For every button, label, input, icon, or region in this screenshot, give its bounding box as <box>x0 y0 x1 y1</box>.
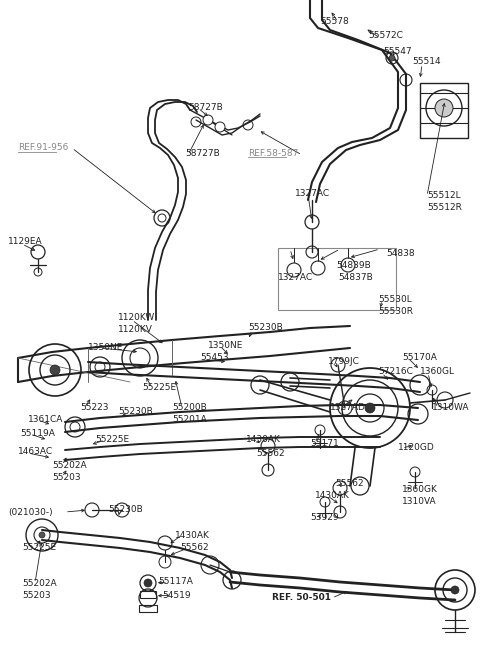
Text: 55547: 55547 <box>383 47 412 56</box>
Text: 55170A: 55170A <box>402 354 437 363</box>
Text: 55225E: 55225E <box>22 543 56 552</box>
Circle shape <box>39 532 45 538</box>
Bar <box>140 591 156 598</box>
Text: 55572C: 55572C <box>368 32 403 40</box>
Text: 1361CA: 1361CA <box>28 415 63 424</box>
Text: 1327AC: 1327AC <box>295 188 330 197</box>
Circle shape <box>435 99 453 117</box>
Bar <box>420 83 468 138</box>
Circle shape <box>365 403 375 413</box>
Text: 55203: 55203 <box>22 591 50 600</box>
Circle shape <box>203 115 213 125</box>
Text: 55117A: 55117A <box>158 578 193 587</box>
Circle shape <box>215 122 225 132</box>
Text: 1463AC: 1463AC <box>18 448 53 456</box>
Text: 1350NE: 1350NE <box>88 343 123 352</box>
Text: 55530R: 55530R <box>378 308 413 317</box>
Text: 55225E: 55225E <box>95 435 129 445</box>
Text: 55225E: 55225E <box>142 384 176 393</box>
Text: 55562: 55562 <box>335 478 364 487</box>
Text: 55530L: 55530L <box>378 295 412 304</box>
Text: REF.58-587: REF.58-587 <box>248 149 299 158</box>
Text: 1327AD: 1327AD <box>330 404 366 413</box>
Text: 1799JC: 1799JC <box>328 358 360 367</box>
Text: 1430AK: 1430AK <box>175 530 210 539</box>
Text: 1120GD: 1120GD <box>398 443 435 452</box>
Text: 53929: 53929 <box>310 513 338 522</box>
Text: 54519: 54519 <box>162 591 191 600</box>
Text: 1310VA: 1310VA <box>402 498 437 506</box>
Text: 1430AK: 1430AK <box>246 435 281 445</box>
Text: 55512R: 55512R <box>427 204 462 212</box>
Text: 1327AC: 1327AC <box>278 273 313 282</box>
Text: 55230B: 55230B <box>248 323 283 332</box>
Text: 1430AK: 1430AK <box>315 491 350 500</box>
Text: 55514: 55514 <box>412 58 441 66</box>
Text: 58727B: 58727B <box>185 149 220 158</box>
Text: 55171: 55171 <box>310 439 339 448</box>
Text: REF. 50-501: REF. 50-501 <box>272 593 331 602</box>
Text: 55201A: 55201A <box>172 415 207 424</box>
Text: 55230B: 55230B <box>118 408 153 417</box>
Text: 1360GL: 1360GL <box>420 367 455 376</box>
Text: 55578: 55578 <box>320 18 349 27</box>
Text: 1120KV: 1120KV <box>118 326 153 334</box>
Text: 54837B: 54837B <box>338 273 373 282</box>
Text: 55202A: 55202A <box>52 461 86 469</box>
Text: 55119A: 55119A <box>20 428 55 437</box>
Circle shape <box>389 55 395 61</box>
Text: 55230B: 55230B <box>108 506 143 515</box>
Circle shape <box>144 579 152 587</box>
Bar <box>278 248 396 310</box>
Text: 57216C: 57216C <box>378 367 413 376</box>
Text: 55223: 55223 <box>80 404 108 413</box>
Text: 1120KW: 1120KW <box>118 313 155 323</box>
Text: 55202A: 55202A <box>22 578 57 587</box>
Text: 1129EA: 1129EA <box>8 238 43 247</box>
Text: REF.91-956: REF.91-956 <box>18 143 68 153</box>
Text: 55562: 55562 <box>180 543 209 552</box>
Text: 55453: 55453 <box>200 354 228 363</box>
Text: 55562: 55562 <box>256 448 285 458</box>
Text: 1350NE: 1350NE <box>208 341 243 350</box>
Text: 55512L: 55512L <box>427 191 461 201</box>
Text: 55203: 55203 <box>52 472 81 482</box>
Text: 58727B: 58727B <box>188 103 223 112</box>
Text: 1360GK: 1360GK <box>402 485 438 495</box>
Text: 54838: 54838 <box>386 249 415 258</box>
Text: (021030-): (021030-) <box>8 508 53 517</box>
Text: 1310WA: 1310WA <box>432 404 469 413</box>
Circle shape <box>50 365 60 375</box>
Bar <box>139 605 157 612</box>
Text: 54839B: 54839B <box>336 260 371 269</box>
Text: 55200B: 55200B <box>172 404 207 413</box>
Circle shape <box>451 586 459 594</box>
